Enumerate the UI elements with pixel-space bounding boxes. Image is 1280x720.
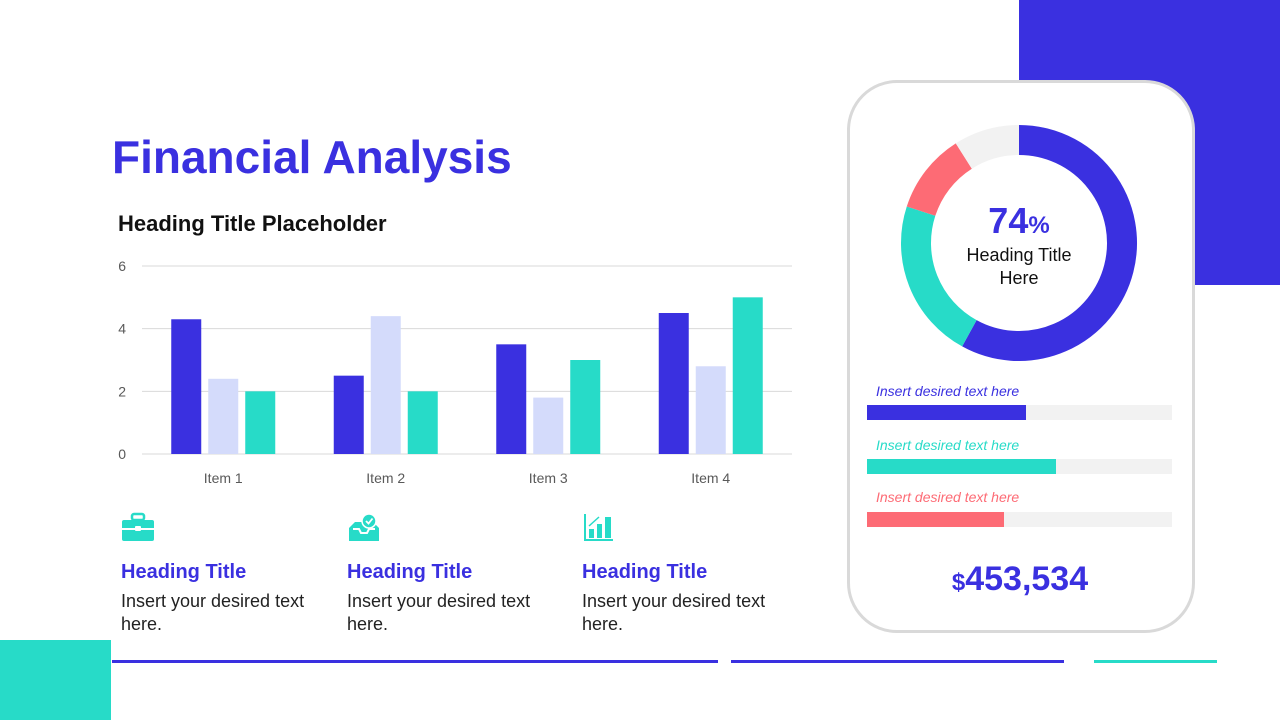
feature-heading: Heading Title bbox=[582, 561, 708, 583]
progress-bar bbox=[867, 512, 1172, 527]
feature-item: Heading Title Insert your desired text h… bbox=[347, 512, 547, 636]
progress-fill bbox=[867, 459, 1057, 474]
bar bbox=[570, 360, 601, 454]
divider-line bbox=[112, 660, 718, 663]
donut-percent-sign: % bbox=[1028, 212, 1050, 239]
feature-heading: Heading Title bbox=[347, 561, 473, 583]
bar bbox=[695, 366, 726, 454]
y-tick-label: 6 bbox=[118, 258, 126, 274]
x-tick-label: Item 4 bbox=[691, 470, 730, 486]
bar bbox=[208, 378, 239, 454]
bar bbox=[370, 316, 401, 454]
donut-segment bbox=[955, 125, 1020, 169]
donut-center: 74% Heading Title Here bbox=[939, 200, 1099, 290]
progress-label: Insert desired text here bbox=[876, 489, 1020, 505]
feature-item: Heading Title Insert your desired text h… bbox=[121, 512, 321, 636]
progress-bar bbox=[867, 459, 1172, 474]
donut-segment bbox=[906, 143, 973, 217]
donut-chart bbox=[901, 125, 1137, 361]
chart-heading: Heading Title Placeholder bbox=[118, 211, 387, 236]
progress-fill bbox=[867, 405, 1026, 420]
corner-block-teal bbox=[0, 640, 111, 720]
bar bbox=[245, 391, 276, 454]
bar bbox=[533, 397, 564, 454]
total-amount: $453,534 bbox=[870, 560, 1170, 599]
x-tick-label: Item 1 bbox=[204, 470, 243, 486]
feature-text: Insert your desired text here. bbox=[121, 591, 305, 634]
y-tick-label: 2 bbox=[118, 383, 126, 399]
currency-sign: $ bbox=[951, 569, 966, 596]
x-tick-label: Item 3 bbox=[529, 470, 568, 486]
donut-percent: 74 bbox=[988, 200, 1029, 241]
bar bbox=[407, 391, 438, 454]
y-tick-label: 4 bbox=[118, 321, 126, 337]
bar bbox=[732, 297, 763, 454]
progress-fill bbox=[867, 512, 1005, 527]
divider-line bbox=[1094, 660, 1217, 663]
bar-chart: 0 2 4 6 Item 1 Item 2 Item 3 Item 4 bbox=[118, 258, 792, 486]
page-title: Financial Analysis bbox=[112, 131, 512, 183]
growth-chart-icon bbox=[584, 514, 613, 541]
inbox-check-icon bbox=[349, 513, 379, 541]
donut-segment bbox=[901, 206, 978, 347]
bar bbox=[496, 344, 527, 454]
feature-text: Insert your desired text here. bbox=[582, 591, 766, 634]
briefcase-icon bbox=[122, 512, 154, 541]
feature-text: Insert your desired text here. bbox=[347, 591, 531, 634]
divider-line bbox=[731, 660, 1064, 663]
feature-heading: Heading Title bbox=[121, 561, 247, 583]
progress-label: Insert desired text here bbox=[876, 383, 1020, 399]
x-tick-label: Item 2 bbox=[366, 470, 405, 486]
progress-bar bbox=[867, 405, 1172, 420]
feature-item: Heading Title Insert your desired text h… bbox=[582, 512, 782, 636]
donut-segment bbox=[962, 125, 1137, 361]
bar bbox=[658, 313, 689, 454]
amount-value: 453,534 bbox=[965, 560, 1089, 598]
bar bbox=[333, 375, 364, 454]
donut-label: Heading Title Here bbox=[966, 245, 1072, 288]
bar bbox=[171, 319, 202, 454]
summary-card bbox=[847, 80, 1195, 633]
y-tick-label: 0 bbox=[118, 446, 126, 462]
progress-label: Insert desired text here bbox=[876, 437, 1020, 453]
